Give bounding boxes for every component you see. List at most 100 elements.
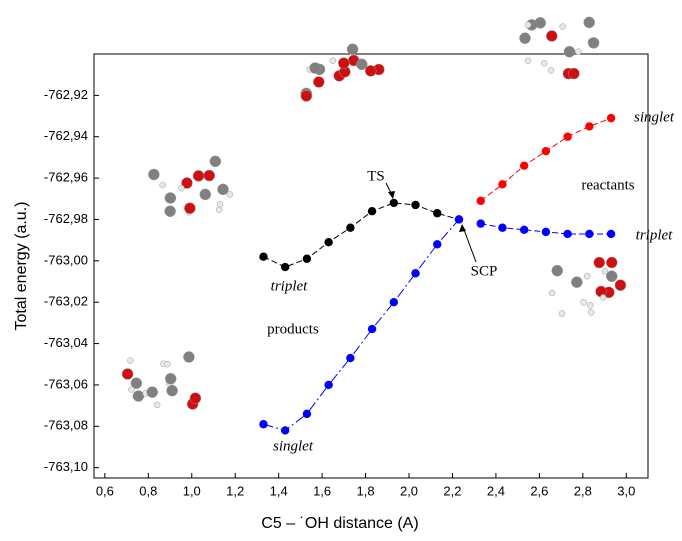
atom	[193, 170, 204, 181]
atom	[606, 257, 617, 268]
x-tick-label: 1,4	[270, 483, 288, 498]
atom	[310, 63, 321, 74]
atom	[587, 302, 593, 308]
x-tick-label: 2,4	[487, 483, 505, 498]
atom	[571, 277, 582, 288]
atom	[183, 351, 194, 362]
atom	[160, 182, 166, 188]
atom	[200, 189, 211, 200]
atom	[216, 207, 222, 213]
atom	[541, 60, 547, 66]
atom	[165, 206, 176, 217]
x-tick-label: 1,6	[313, 483, 331, 498]
atom	[568, 68, 579, 79]
data-point	[281, 426, 289, 434]
y-tick-label: -763,02	[44, 294, 88, 309]
atom	[204, 170, 215, 181]
y-tick-label: -763,08	[44, 418, 88, 433]
atom	[519, 33, 530, 44]
atom	[154, 402, 160, 408]
atom	[313, 76, 324, 87]
atom	[184, 203, 195, 214]
atom	[217, 201, 223, 207]
y-tick-label: -762,92	[44, 87, 88, 102]
atom	[548, 67, 554, 73]
data-point	[259, 420, 267, 428]
y-tick-label: -763,10	[44, 459, 88, 474]
atom	[525, 58, 531, 64]
atom	[167, 385, 178, 396]
annotation: reactants	[581, 177, 634, 193]
atom	[559, 310, 565, 316]
y-tick-label: -763,04	[44, 335, 88, 350]
atom	[165, 192, 176, 203]
x-tick-label: 2,0	[400, 483, 418, 498]
x-tick-label: 2,6	[530, 483, 548, 498]
data-point	[303, 410, 311, 418]
data-point	[390, 199, 398, 207]
atom	[546, 30, 557, 41]
atom	[615, 280, 626, 291]
data-point	[411, 201, 419, 209]
data-point	[520, 226, 528, 234]
atom	[602, 268, 608, 274]
y-tick-label: -762,96	[44, 170, 88, 185]
atom	[347, 44, 358, 55]
x-tick-label: 0,6	[96, 483, 114, 498]
atom	[575, 49, 581, 55]
ts-arrow-head	[388, 191, 395, 199]
x-tick-label: 0,8	[139, 483, 157, 498]
atom	[122, 369, 133, 380]
data-point	[433, 209, 441, 217]
atom	[218, 184, 229, 195]
atom	[588, 37, 599, 48]
atom	[525, 22, 531, 28]
atom	[560, 24, 566, 30]
data-point	[324, 381, 332, 389]
annotation: TS	[367, 168, 385, 184]
atom	[581, 299, 587, 305]
atom	[165, 373, 176, 384]
data-point	[477, 219, 485, 227]
atom	[127, 358, 133, 364]
series-line	[263, 203, 459, 267]
atom	[178, 185, 184, 191]
data-point	[607, 114, 615, 122]
data-point	[607, 230, 615, 238]
atom	[148, 169, 159, 180]
data-point	[346, 354, 354, 362]
data-point	[563, 133, 571, 141]
annotation: singlet	[634, 109, 675, 125]
x-tick-label: 1,2	[226, 483, 244, 498]
annotation: triplet	[636, 227, 673, 243]
data-point	[585, 230, 593, 238]
x-axis-title: C5 – ˙OH distance (A)	[261, 515, 418, 532]
data-point	[477, 197, 485, 205]
plot-frame	[94, 54, 648, 478]
x-tick-label: 2,8	[574, 483, 592, 498]
annotation: singlet	[273, 438, 314, 454]
annotation: SCP	[471, 263, 498, 279]
atom	[564, 46, 575, 57]
atom	[600, 294, 606, 300]
data-point	[390, 298, 398, 306]
atom	[128, 386, 134, 392]
y-tick-label: -762,98	[44, 211, 88, 226]
atom	[588, 309, 594, 315]
atom	[552, 265, 563, 276]
x-tick-label: 1,0	[183, 483, 201, 498]
annotation: products	[267, 321, 319, 337]
y-axis-title: Total energy (a.u.)	[13, 202, 30, 331]
atom	[594, 257, 605, 268]
data-point	[585, 122, 593, 130]
chart: C5 – ˙OH distance (A) Total energy (a.u.…	[0, 0, 682, 536]
atom	[164, 361, 170, 367]
data-point	[542, 228, 550, 236]
data-point	[368, 207, 376, 215]
x-tick-label: 2,2	[443, 483, 461, 498]
atom	[338, 58, 349, 69]
atom	[210, 156, 221, 167]
atom	[365, 65, 376, 76]
atom	[549, 290, 555, 296]
atom	[133, 391, 144, 402]
